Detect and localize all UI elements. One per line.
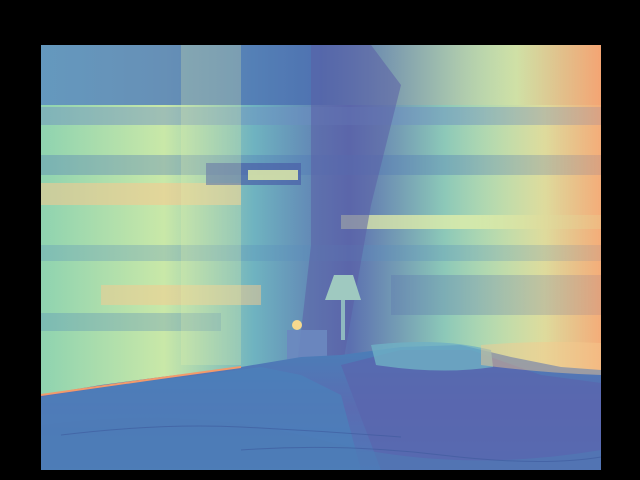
wall-band <box>41 313 221 331</box>
window-frame <box>248 170 298 180</box>
small-object <box>287 330 327 360</box>
small-object <box>292 320 302 330</box>
bed <box>41 417 601 470</box>
lamp <box>341 300 345 340</box>
bed <box>481 341 601 375</box>
wall-band <box>101 285 261 305</box>
bed <box>41 366 242 396</box>
depth-map-image <box>41 45 601 470</box>
lamp <box>325 275 361 300</box>
wall-band <box>41 183 241 205</box>
right-warm-edge <box>461 45 601 385</box>
depth-map-canvas <box>41 45 601 470</box>
window-frame <box>296 45 401 375</box>
bed <box>371 341 493 371</box>
bed <box>60 425 402 438</box>
bed <box>341 350 601 470</box>
window-frame <box>181 45 241 365</box>
bed <box>240 446 601 463</box>
